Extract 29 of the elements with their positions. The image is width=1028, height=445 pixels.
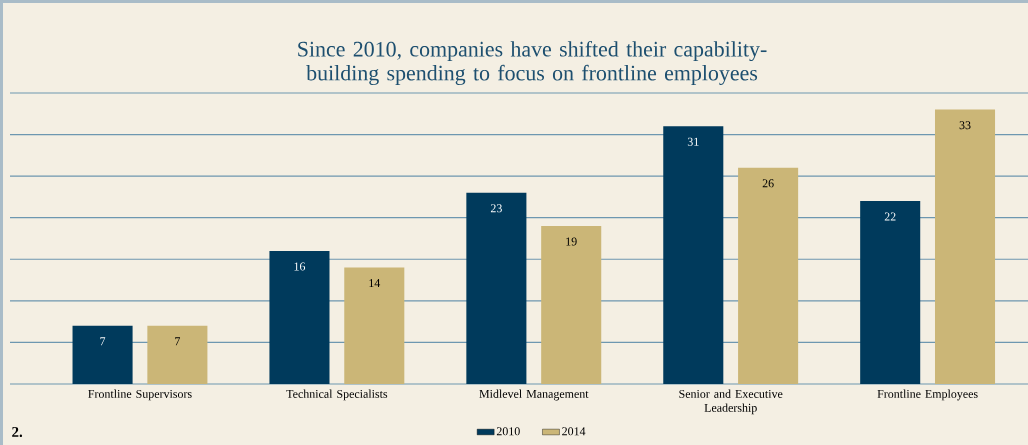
chart-title: Since 2010, companies have shifted their capability-building spending to focus on frontline employees	[298, 40, 767, 86]
bar	[466, 192, 527, 384]
data-label: 19	[566, 237, 577, 246]
bar	[72, 325, 133, 384]
bar	[344, 267, 405, 384]
legend-label: 2014	[562, 427, 586, 436]
x-tick-label: Midlevel Management	[479, 389, 589, 401]
bar	[269, 250, 330, 384]
x-tick-label: Technical Specialists	[286, 389, 388, 401]
x-tick-label: Frontline Employees	[877, 389, 978, 401]
x-tick-label: Frontline Supervisors	[88, 389, 192, 401]
legend-label: 2010	[496, 427, 520, 436]
data-label: 33	[959, 121, 971, 130]
data-label: 23	[490, 204, 502, 213]
x-tick-label: Senior and Executive Leadership	[679, 389, 783, 415]
data-label: 31	[687, 137, 699, 146]
bar	[147, 325, 208, 384]
data-label: 7	[100, 337, 106, 346]
data-label: 26	[762, 179, 774, 188]
data-label: 16	[294, 262, 306, 271]
data-label: 7	[175, 337, 181, 346]
bar	[860, 201, 921, 384]
data-label: 22	[884, 212, 896, 221]
bar	[934, 109, 996, 384]
text: 2.	[12, 426, 23, 438]
data-label: 14	[369, 279, 381, 287]
bar	[738, 167, 799, 384]
bar	[663, 126, 724, 384]
bar	[541, 226, 602, 384]
